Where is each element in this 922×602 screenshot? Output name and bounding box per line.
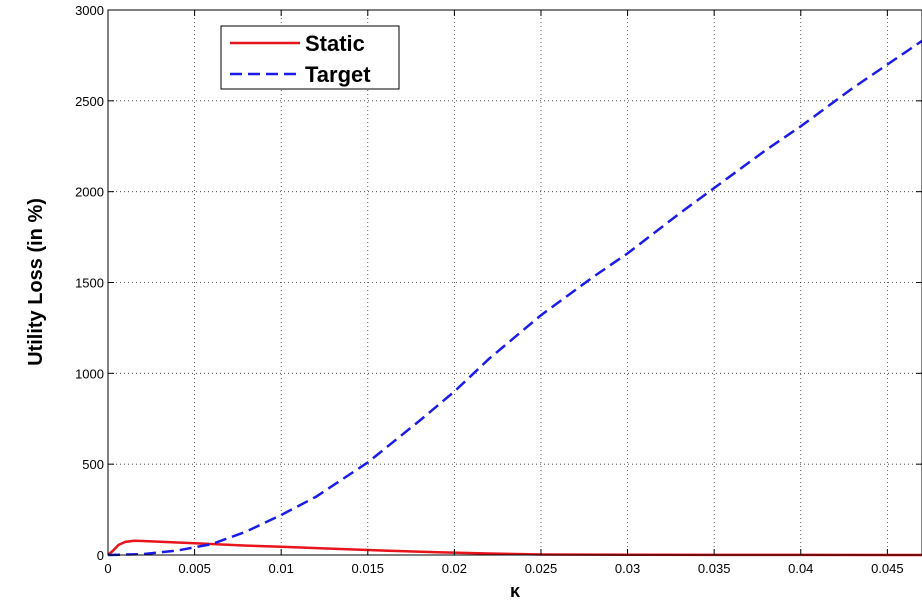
y-tick-label: 3000 [75, 3, 104, 18]
y-tick-label: 0 [97, 548, 104, 563]
x-tick-label: 0.04 [788, 561, 813, 576]
y-tick-label: 2000 [75, 185, 104, 200]
legend: Static Target [221, 26, 399, 89]
x-tick-label: 0.02 [442, 561, 467, 576]
x-tick-label: 0 [104, 561, 111, 576]
legend-label-static: Static [305, 31, 365, 56]
x-tick-label: 0.03 [615, 561, 640, 576]
x-tick-label: 0.035 [698, 561, 731, 576]
x-axis-label: κ [510, 581, 521, 601]
y-tick-labels: 0 500 1000 1500 2000 2500 3000 [75, 3, 104, 563]
y-tick-label: 2500 [75, 94, 104, 109]
y-axis-label: Utility Loss (in %) [25, 198, 47, 366]
x-tick-label: 0.015 [352, 561, 385, 576]
y-tick-label: 500 [82, 457, 104, 472]
x-tick-label: 0.045 [871, 561, 904, 576]
legend-label-target: Target [305, 62, 371, 87]
y-tick-label: 1500 [75, 276, 104, 291]
x-tick-label: 0.025 [525, 561, 558, 576]
x-tick-labels: 0 0.005 0.01 0.015 0.02 0.025 0.03 0.035 0.04 0.0… [104, 561, 903, 576]
y-tick-label: 1000 [75, 366, 104, 381]
x-tick-label: 0.01 [269, 561, 294, 576]
plot-area [108, 10, 922, 555]
x-tick-label: 0.005 [178, 561, 211, 576]
